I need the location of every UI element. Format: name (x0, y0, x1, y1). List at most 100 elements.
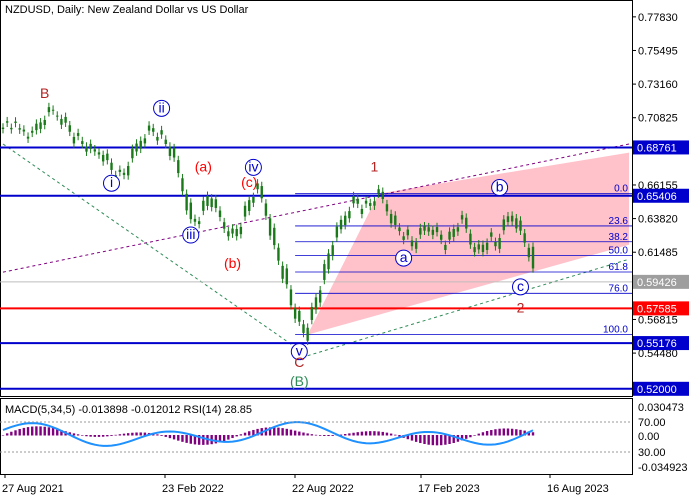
candle-body (135, 143, 138, 152)
macd-bar (285, 428, 288, 436)
macd-tick-label: -0.034923 (638, 462, 688, 474)
macd-bar (519, 429, 522, 436)
macd-bar (327, 435, 330, 437)
macd-bar (277, 427, 280, 436)
candle-body (76, 133, 80, 136)
candle-body (168, 146, 172, 156)
wave-label-circle (395, 249, 413, 267)
macd-bar (97, 435, 101, 437)
candle-body (381, 191, 384, 200)
macd-bar (118, 434, 122, 436)
candle-body (31, 130, 34, 133)
candle-body (414, 242, 418, 249)
macd-bar (410, 435, 414, 441)
macd-bar (60, 430, 63, 436)
macd-bar (273, 427, 276, 436)
macd-bar (164, 435, 167, 437)
macd-bar (452, 435, 455, 443)
candle-body (202, 200, 205, 211)
chart-title: NZDUSD, Daily: New Zealand Dollar vs US … (5, 4, 249, 16)
macd-bar (93, 435, 97, 437)
wave-label: iii (186, 226, 195, 242)
macd-bar (160, 435, 163, 436)
candle-body (164, 139, 167, 144)
candle-body (143, 138, 147, 144)
candle-body (344, 215, 347, 226)
macd-bar (139, 432, 142, 436)
macd-bar (26, 427, 30, 436)
trend-channel (307, 152, 629, 335)
macd-bar (306, 433, 309, 436)
candle-body (252, 196, 255, 203)
candle-body (431, 229, 435, 235)
macd-bar (494, 429, 497, 436)
candle-body (481, 244, 485, 252)
candle-body (197, 221, 201, 225)
macd-bar (218, 435, 222, 443)
candle-body (81, 141, 84, 144)
macd-bar (414, 435, 418, 442)
rsi-tick-label: 30.00 (638, 447, 666, 459)
price-tag-label: 0.57585 (637, 303, 677, 315)
candle-body (302, 324, 305, 333)
macd-bar (531, 432, 535, 436)
candle-body (385, 204, 389, 212)
candle-body (1, 127, 5, 130)
candle-body (527, 247, 531, 258)
y-tick-label: 0.70825 (638, 113, 678, 125)
fib-label: 100.0 (603, 325, 628, 336)
candle-body (127, 166, 130, 176)
candle-body (477, 244, 480, 250)
fib-label: 50.0 (609, 246, 629, 257)
wave-label: B (40, 85, 49, 101)
candle-body (360, 208, 364, 214)
macd-bar (231, 435, 234, 439)
macd-bar (440, 435, 443, 446)
candle-body (465, 217, 468, 229)
candle-body (139, 140, 142, 149)
candle-body (39, 122, 42, 129)
candle-body (214, 199, 218, 208)
macd-bar (356, 432, 359, 436)
macd-bar (127, 433, 130, 436)
candle-body (210, 198, 213, 208)
macd-bar (331, 435, 334, 436)
candle-body (473, 247, 476, 253)
indicator-title: MACD(5,34,5) -0.013898 -0.012012 RSI(14)… (5, 404, 253, 416)
candle-body (51, 109, 55, 111)
macd-bar (398, 435, 401, 437)
candle-body (318, 290, 322, 303)
macd-bar (485, 431, 489, 436)
macd-bar (406, 435, 410, 440)
macd-bar (448, 435, 451, 445)
price-tag (633, 301, 689, 316)
macd-bar (168, 435, 172, 439)
x-tick-label: 22 Aug 2022 (292, 483, 354, 495)
wave-label-circle (290, 343, 308, 361)
macd-bar (248, 431, 251, 436)
candle-body (47, 107, 51, 113)
macd-bar (498, 428, 501, 436)
candle-body (72, 136, 76, 144)
candle-body (189, 202, 192, 220)
macd-bar (427, 435, 430, 445)
candle-body (306, 327, 309, 341)
macd-bar (281, 428, 284, 436)
macd-bar (81, 435, 84, 436)
macd-bar (268, 427, 272, 436)
candle-body (152, 128, 155, 132)
wave-label-circle (153, 99, 171, 117)
candle-body (277, 247, 280, 261)
macd-bar (389, 433, 393, 436)
candle-body (60, 118, 63, 125)
candle-body (156, 136, 159, 141)
macd-bar (101, 435, 105, 437)
macd-bar (323, 435, 326, 436)
macd-bar (193, 435, 197, 445)
candle-body (448, 231, 451, 240)
candle-body (97, 152, 101, 155)
macd-bar (172, 435, 176, 440)
macd-bar (14, 430, 17, 436)
macd-bar (460, 435, 464, 441)
macd-bar (344, 434, 347, 436)
